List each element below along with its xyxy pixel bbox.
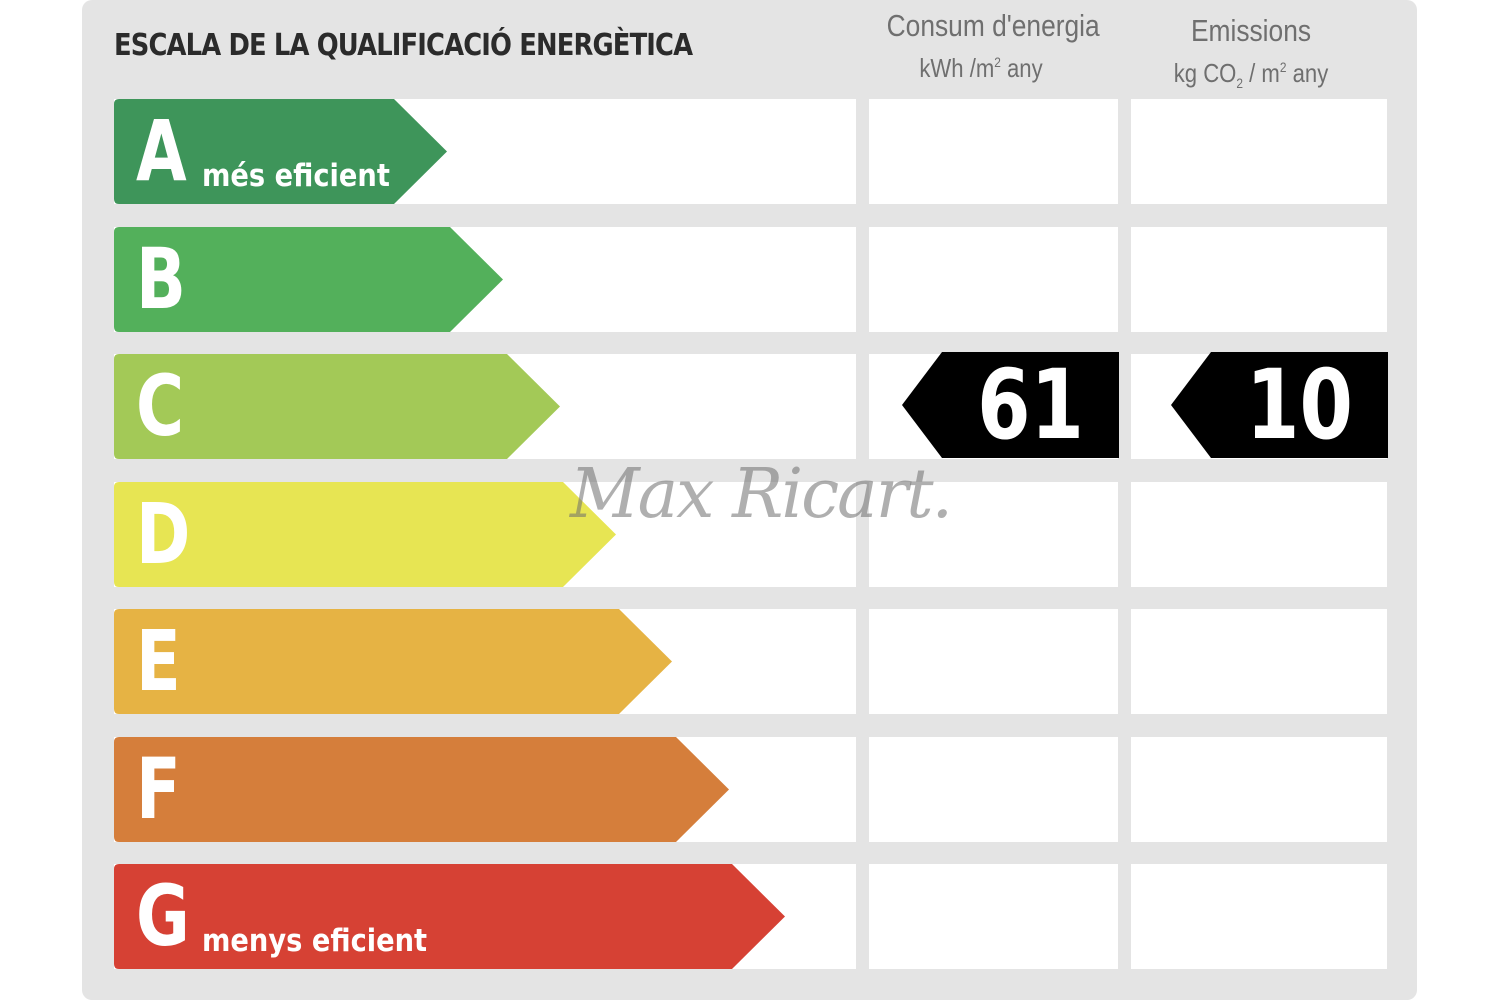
rating-letter: D <box>136 485 191 583</box>
energy-cell <box>869 737 1118 842</box>
rating-arrow-f: F <box>114 737 729 842</box>
rating-description: menys eficient <box>202 923 428 959</box>
energy-cell <box>869 482 1118 587</box>
rating-letter: E <box>136 612 181 710</box>
emissions-cell <box>1131 99 1387 204</box>
emissions-value-marker: 10 <box>1171 352 1388 458</box>
rating-arrow-shape <box>114 609 672 714</box>
energy-column-label: Consum d'energia <box>886 8 1100 43</box>
rating-arrow-shape <box>114 737 729 842</box>
rating-letter: C <box>136 357 185 455</box>
emissions-cell <box>1131 864 1387 969</box>
watermark: Max Ricart. <box>570 455 953 534</box>
rating-letter: B <box>136 230 186 328</box>
emissions-cell <box>1131 737 1387 842</box>
emissions-marker-shape <box>1171 352 1388 458</box>
energy-cell <box>869 609 1118 714</box>
rating-arrow-shape <box>114 99 447 204</box>
rating-arrow-shape <box>114 482 616 587</box>
emissions-cell <box>1131 609 1387 714</box>
energy-cell <box>869 227 1118 332</box>
emissions-cell <box>1131 227 1387 332</box>
emissions-column-label: Emissions <box>1190 13 1312 48</box>
rating-letter: A <box>136 102 187 200</box>
rating-arrow-b: B <box>114 227 503 332</box>
energy-marker-shape <box>902 352 1119 458</box>
rating-letter: F <box>136 740 181 838</box>
rating-arrow-c: C <box>114 354 560 459</box>
energy-value: 61 <box>977 349 1084 461</box>
energy-column-header: Consum d'energia kWh /m2 any <box>886 8 1100 83</box>
energy-cell <box>869 864 1118 969</box>
rating-arrow-shape <box>114 227 503 332</box>
page-title: ESCALA DE LA QUALIFICACIÓ ENERGÈTICA <box>114 28 693 63</box>
rating-arrow-d: D <box>114 482 616 587</box>
rating-letter: G <box>136 867 190 965</box>
emissions-column-unit: kg CO2 / m2 any <box>1173 58 1329 91</box>
rating-arrow-shape <box>114 354 560 459</box>
energy-column-unit: kWh /m2 any <box>919 53 1043 83</box>
rating-arrow-shape <box>114 864 785 969</box>
emissions-value: 10 <box>1246 349 1353 461</box>
energy-value-marker: 61 <box>902 352 1119 458</box>
emissions-column-header: Emissions kg CO2 / m2 any <box>1157 15 1346 90</box>
emissions-cell <box>1131 482 1387 587</box>
rating-description: més eficient <box>202 158 390 194</box>
rating-arrow-e: E <box>114 609 672 714</box>
energy-cell <box>869 99 1118 204</box>
